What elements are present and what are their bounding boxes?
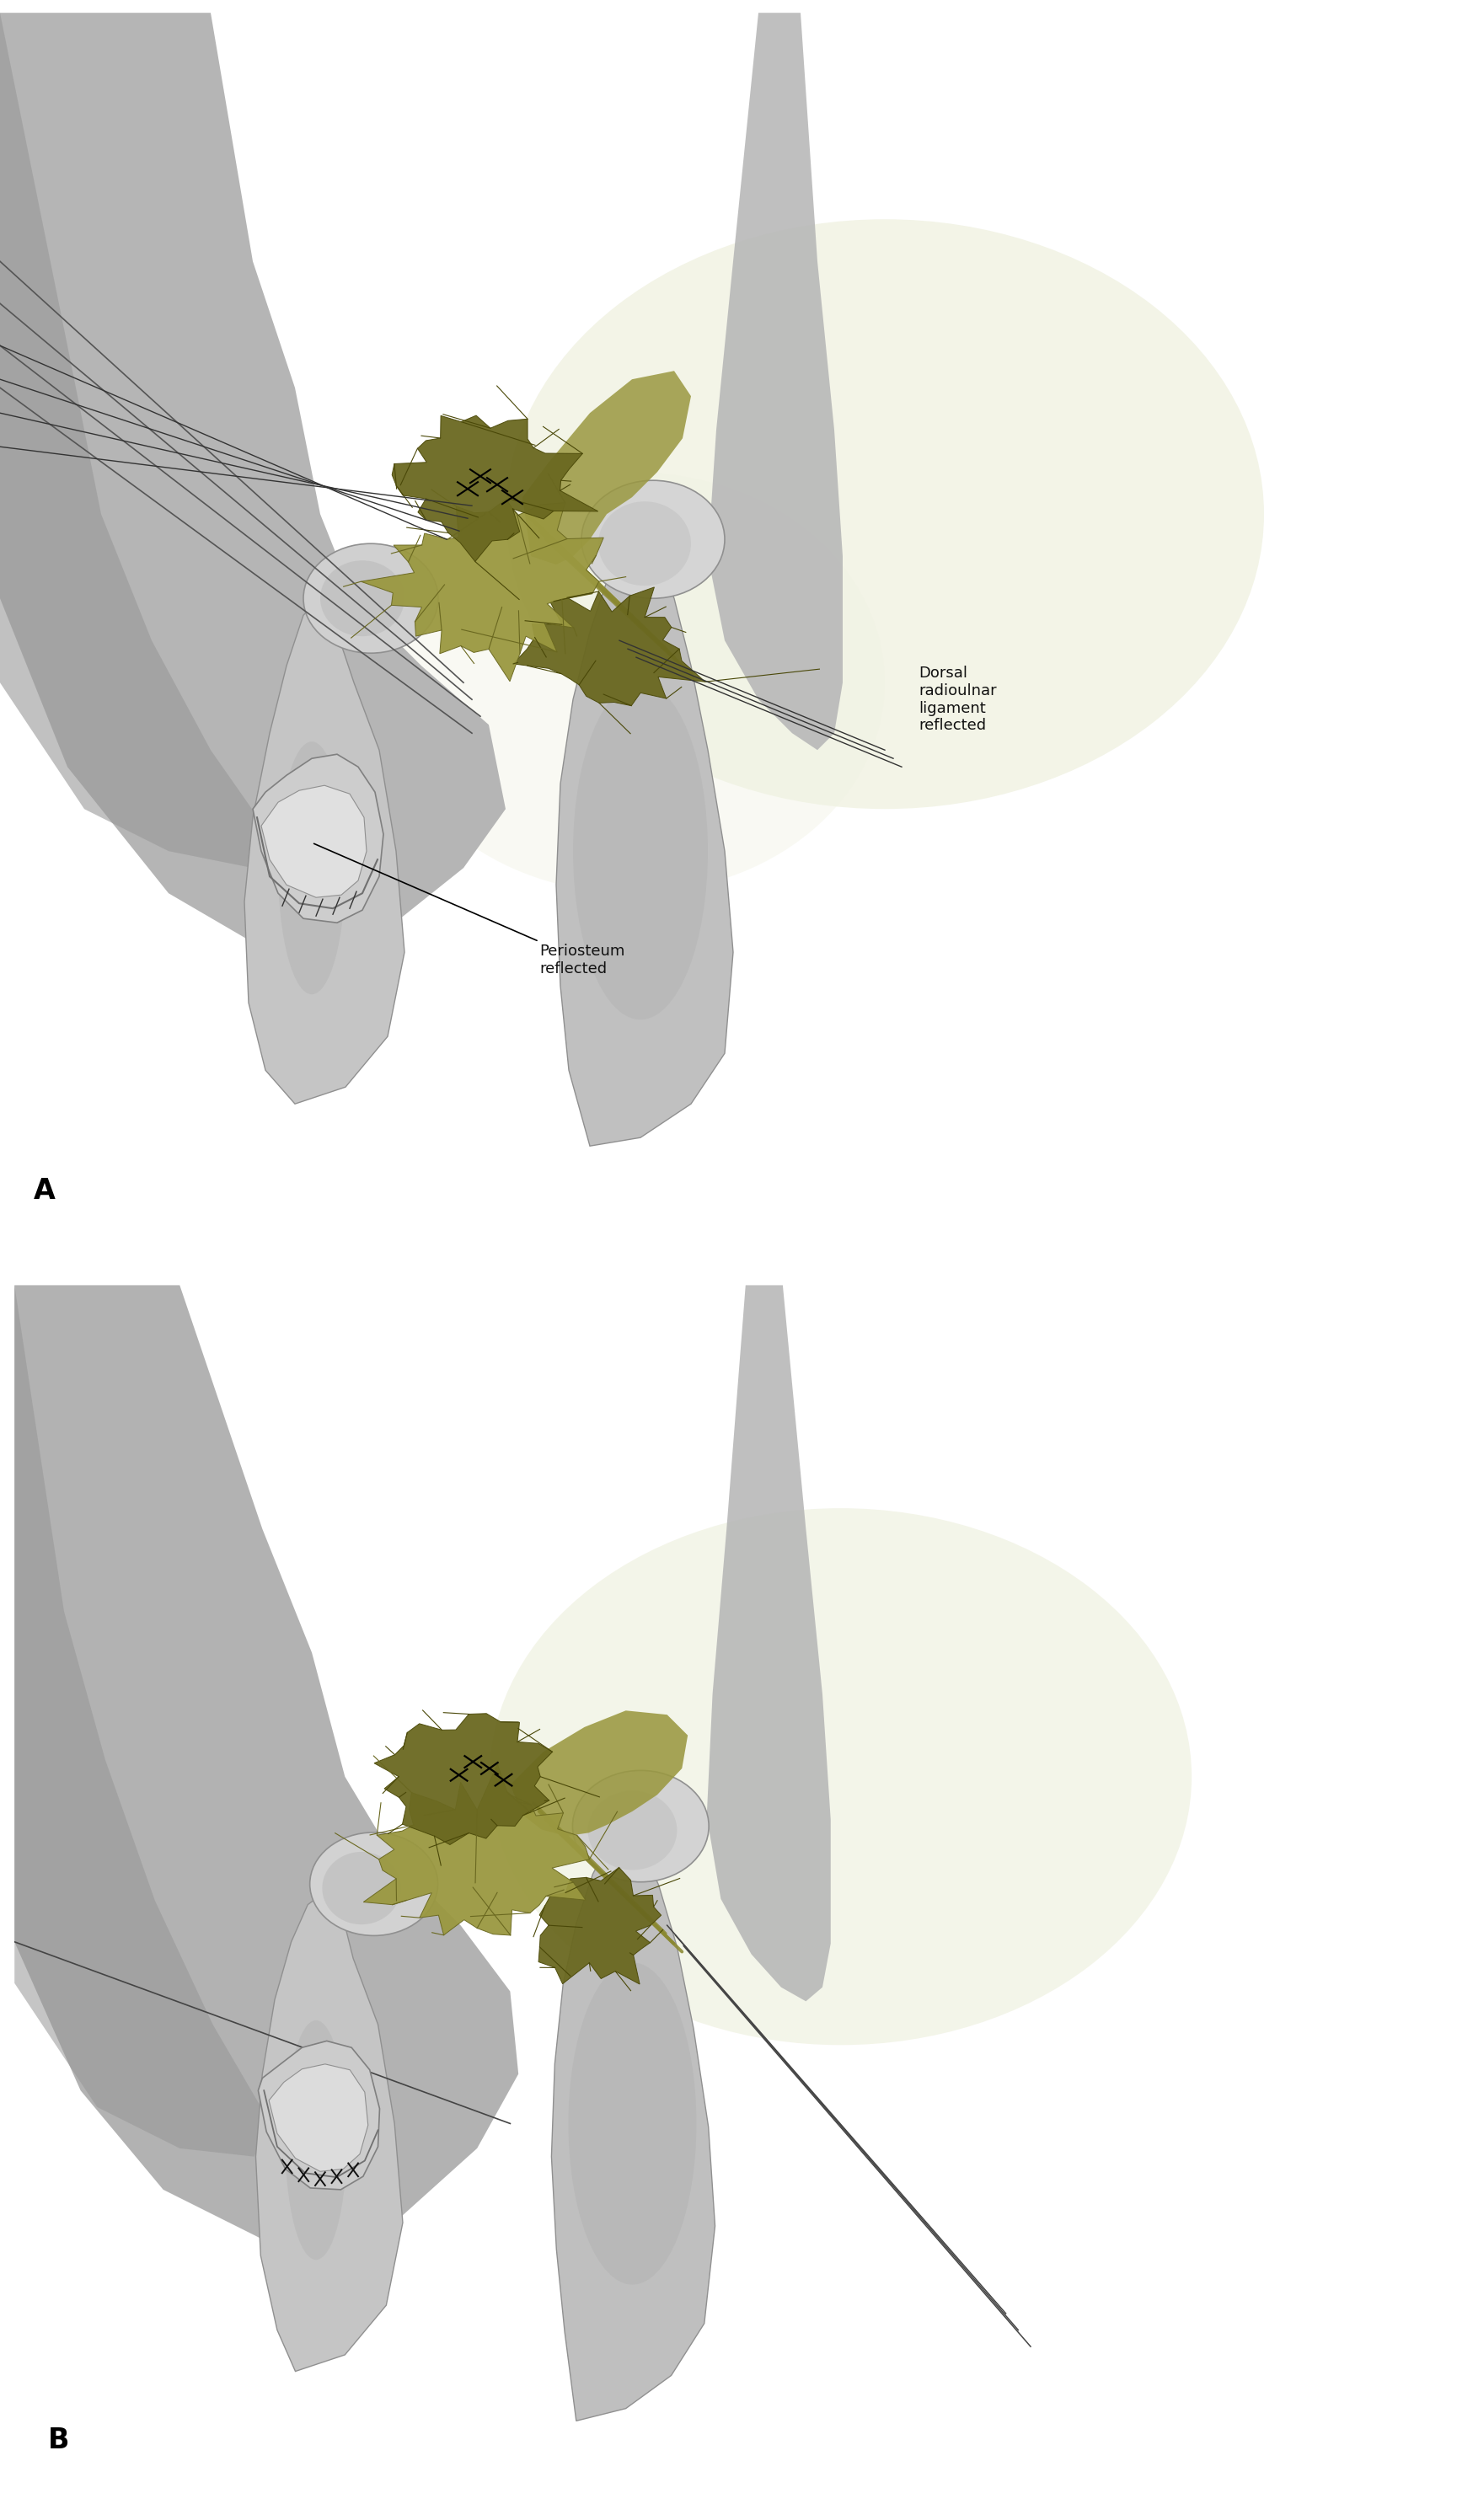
Polygon shape (0, 13, 505, 953)
Text: Dorsal
radioulnar
ligament
reflected: Dorsal radioulnar ligament reflected (919, 665, 997, 733)
Ellipse shape (286, 2021, 348, 2260)
Polygon shape (245, 597, 405, 1104)
Polygon shape (557, 539, 734, 1147)
Ellipse shape (582, 481, 725, 597)
Ellipse shape (379, 471, 885, 892)
Polygon shape (510, 1711, 688, 1837)
Polygon shape (270, 2064, 368, 2172)
Ellipse shape (278, 741, 346, 995)
Polygon shape (374, 1714, 552, 1845)
Ellipse shape (573, 1772, 709, 1882)
Polygon shape (253, 753, 383, 922)
Ellipse shape (569, 1963, 697, 2286)
Polygon shape (256, 1893, 402, 2371)
Ellipse shape (573, 683, 709, 1021)
Polygon shape (261, 786, 367, 897)
Polygon shape (707, 1285, 831, 2001)
Polygon shape (15, 1285, 518, 2248)
Polygon shape (539, 1867, 661, 1983)
Polygon shape (513, 587, 706, 706)
Text: A: A (34, 1177, 56, 1205)
Text: B: B (47, 2427, 69, 2454)
Polygon shape (523, 370, 691, 564)
Ellipse shape (323, 1852, 401, 1925)
Ellipse shape (598, 501, 691, 585)
Polygon shape (364, 1764, 589, 1935)
Polygon shape (258, 2041, 380, 2190)
Ellipse shape (588, 1792, 678, 1870)
Ellipse shape (309, 1832, 437, 1935)
Ellipse shape (320, 559, 405, 635)
Polygon shape (392, 416, 598, 562)
Ellipse shape (505, 219, 1264, 809)
Text: Periosteum
reflected: Periosteum reflected (314, 844, 625, 975)
Polygon shape (709, 13, 843, 751)
Polygon shape (0, 13, 270, 867)
Ellipse shape (489, 1507, 1192, 2046)
Polygon shape (551, 1832, 714, 2422)
Polygon shape (361, 499, 604, 680)
Ellipse shape (303, 544, 437, 653)
Polygon shape (15, 1285, 271, 2157)
